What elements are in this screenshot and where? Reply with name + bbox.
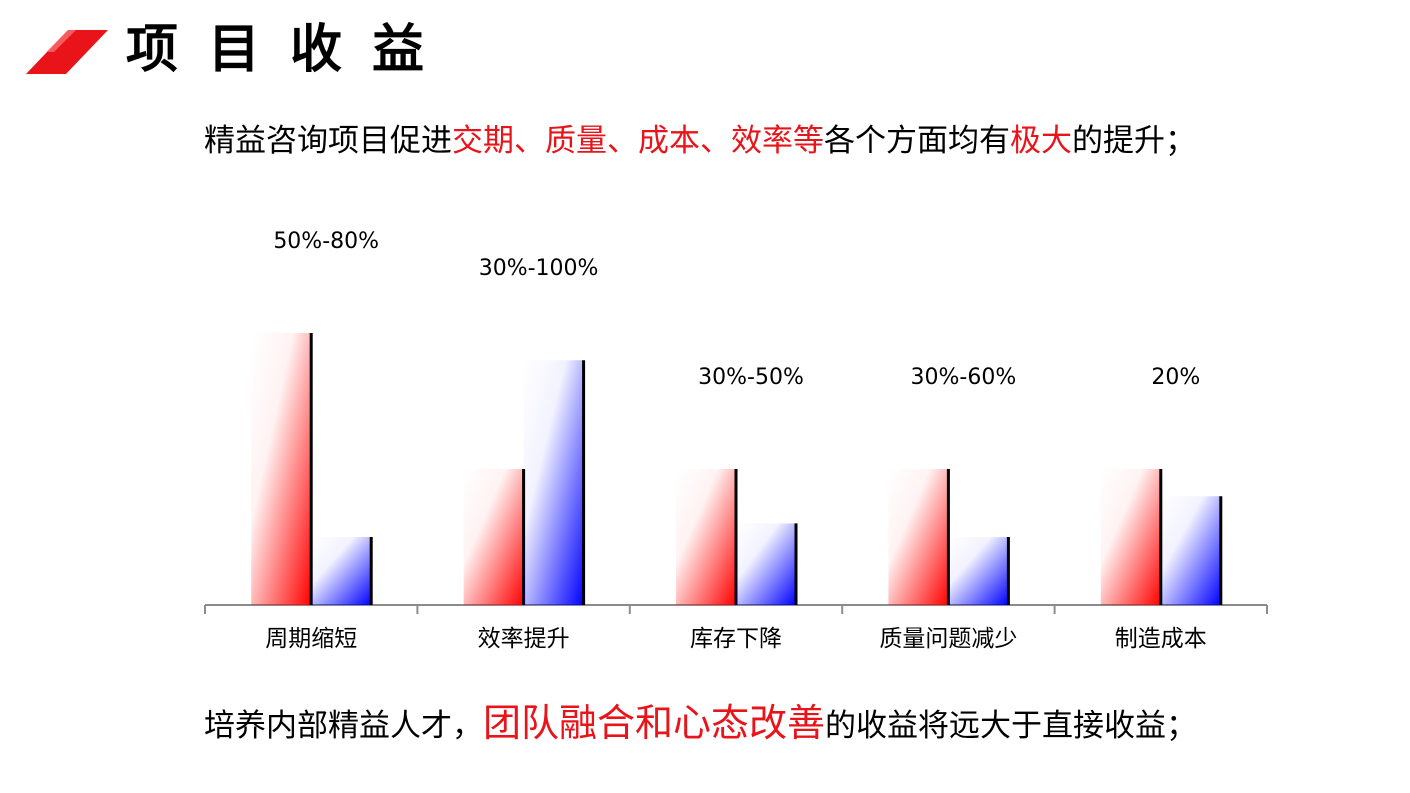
red-parallelogram-icon <box>26 30 108 74</box>
data-label: 30%-100% <box>479 256 599 281</box>
bar <box>888 469 949 605</box>
bar <box>523 360 584 605</box>
bar <box>463 469 524 605</box>
intro-part: 的提升； <box>1072 123 1196 159</box>
intro-highlight: 交期、质量、成本、效率等 <box>452 123 824 159</box>
bar <box>1160 496 1221 605</box>
bar <box>311 537 372 605</box>
category-label: 效率提升 <box>478 626 570 652</box>
outro-part: 培养内部精益人才， <box>204 708 483 744</box>
category-label: 质量问题减少 <box>879 626 1017 652</box>
intro-highlight: 极大 <box>1010 123 1072 159</box>
data-label: 20% <box>1151 365 1200 390</box>
outro-highlight: 团队融合和心态改善 <box>483 701 826 745</box>
category-label: 周期缩短 <box>265 626 357 652</box>
category-label: 库存下降 <box>690 626 782 652</box>
data-label: 30%-60% <box>911 365 1017 390</box>
bar <box>736 523 796 605</box>
intro-part: 各个方面均有 <box>824 123 1010 159</box>
bar <box>676 469 736 605</box>
outro-text: 培养内部精益人才，团队融合和心态改善的收益将远大于直接收益； <box>204 696 1197 753</box>
outro-part: 的收益将远大于直接收益； <box>825 708 1198 744</box>
intro-part: 精益咨询项目促进 <box>204 123 452 159</box>
bar <box>1100 469 1161 605</box>
bar <box>948 537 1009 605</box>
category-label: 制造成本 <box>1115 626 1207 652</box>
data-label: 50%-80% <box>273 229 379 254</box>
data-label: 30%-50% <box>698 365 804 390</box>
bar <box>251 333 312 605</box>
page-title: 项目收益 <box>126 20 455 80</box>
intro-text: 精益咨询项目促进交期、质量、成本、效率等各个方面均有极大的提升； <box>204 116 1196 166</box>
